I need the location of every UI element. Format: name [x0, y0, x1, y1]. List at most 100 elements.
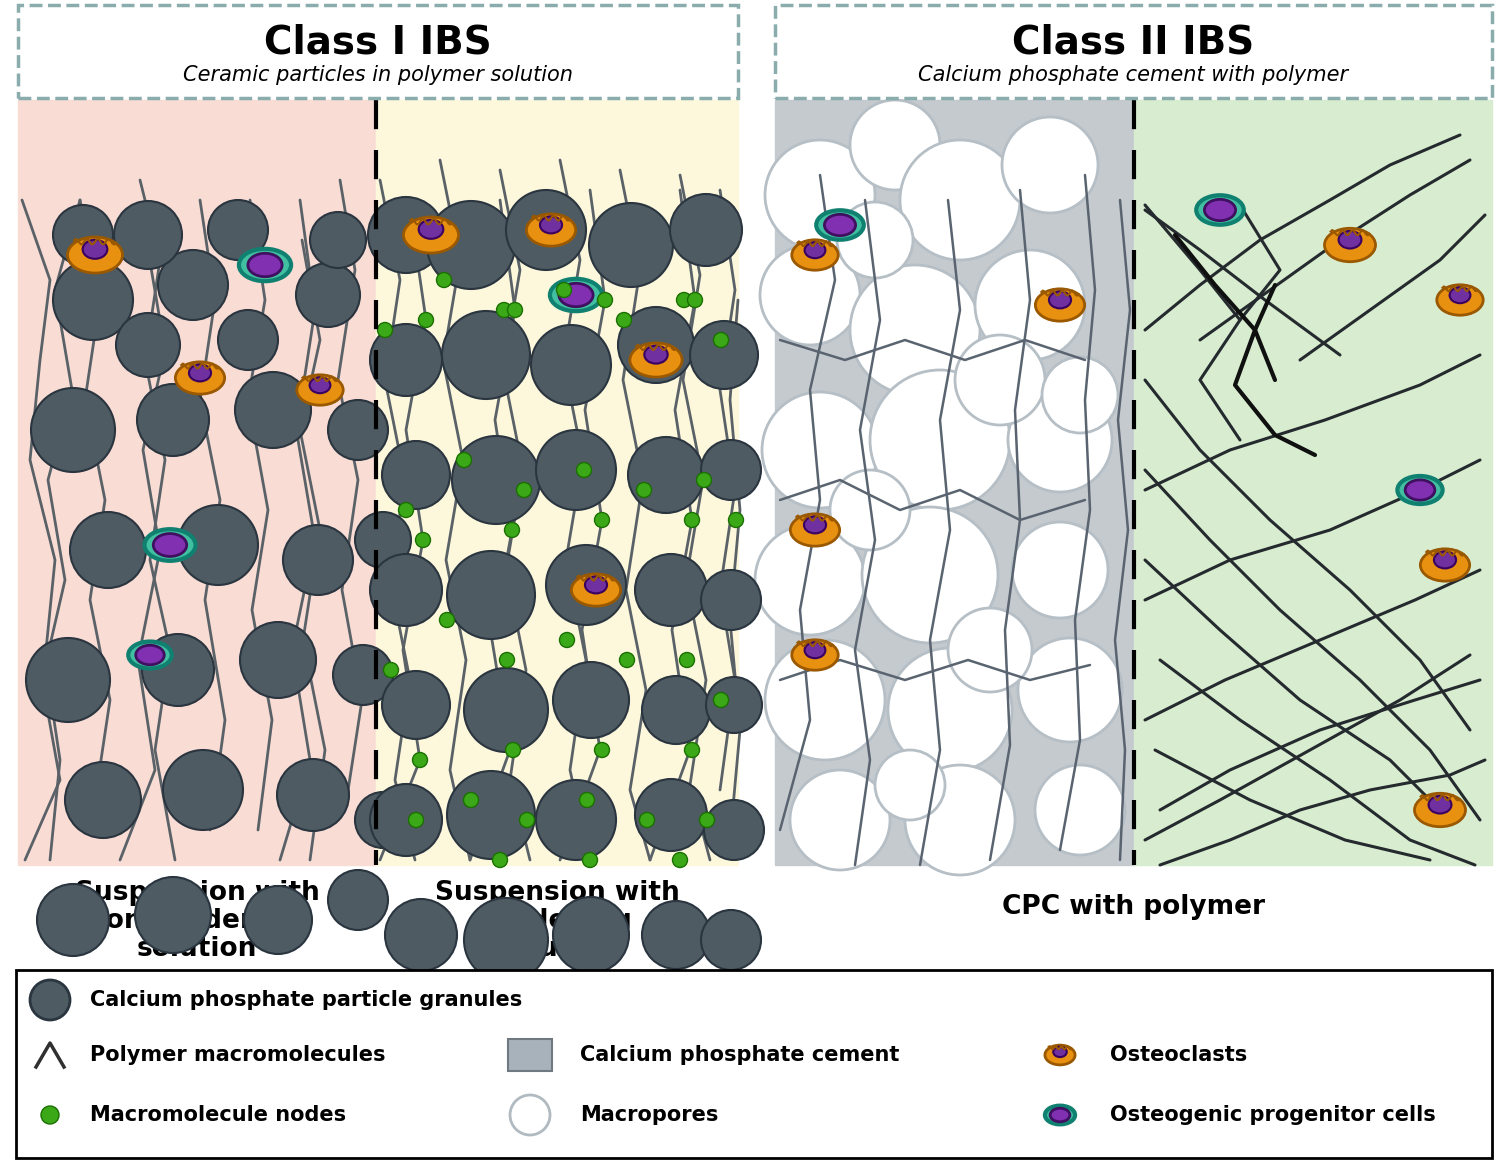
- Ellipse shape: [645, 346, 667, 363]
- Circle shape: [547, 545, 626, 625]
- Circle shape: [38, 884, 108, 955]
- Text: Ceramic particles in polymer solution: Ceramic particles in polymer solution: [184, 65, 572, 85]
- Circle shape: [511, 1096, 550, 1135]
- Circle shape: [517, 482, 532, 498]
- Circle shape: [706, 677, 762, 734]
- Circle shape: [53, 206, 113, 265]
- Ellipse shape: [804, 242, 825, 258]
- Polygon shape: [776, 100, 1134, 865]
- Circle shape: [464, 898, 548, 982]
- Circle shape: [277, 759, 349, 830]
- Circle shape: [700, 910, 761, 969]
- Circle shape: [163, 750, 242, 830]
- Ellipse shape: [1339, 231, 1361, 249]
- Text: Class I IBS: Class I IBS: [264, 23, 492, 61]
- Text: solution: solution: [137, 936, 258, 962]
- Circle shape: [492, 853, 508, 868]
- Circle shape: [208, 200, 268, 260]
- Text: Class II IBS: Class II IBS: [1012, 23, 1254, 61]
- Ellipse shape: [128, 641, 172, 668]
- Ellipse shape: [310, 377, 330, 394]
- Circle shape: [447, 551, 535, 639]
- Circle shape: [370, 784, 441, 856]
- Circle shape: [399, 502, 414, 517]
- Circle shape: [849, 100, 940, 190]
- Ellipse shape: [824, 215, 855, 236]
- Ellipse shape: [1414, 793, 1465, 827]
- Circle shape: [617, 307, 694, 383]
- Circle shape: [1042, 357, 1117, 433]
- Circle shape: [676, 292, 691, 307]
- Circle shape: [861, 507, 998, 644]
- Ellipse shape: [145, 529, 196, 561]
- Circle shape: [114, 201, 182, 269]
- Ellipse shape: [1434, 551, 1456, 569]
- Ellipse shape: [1324, 228, 1375, 262]
- Circle shape: [685, 513, 699, 528]
- Circle shape: [408, 813, 423, 827]
- Circle shape: [386, 899, 456, 971]
- Circle shape: [875, 750, 944, 820]
- Circle shape: [837, 202, 913, 278]
- Circle shape: [642, 901, 709, 969]
- Ellipse shape: [792, 239, 839, 270]
- Ellipse shape: [791, 514, 840, 547]
- Text: solution: solution: [497, 936, 617, 962]
- Text: Suspension with: Suspension with: [435, 880, 679, 906]
- Ellipse shape: [527, 214, 575, 246]
- Circle shape: [729, 513, 744, 528]
- Circle shape: [905, 765, 1015, 875]
- Text: Calcium phosphate cement with polymer: Calcium phosphate cement with polymer: [919, 65, 1348, 85]
- Circle shape: [370, 554, 441, 626]
- Ellipse shape: [239, 249, 291, 281]
- Circle shape: [580, 793, 595, 807]
- Circle shape: [849, 265, 980, 395]
- Ellipse shape: [559, 284, 593, 307]
- Ellipse shape: [154, 534, 187, 556]
- Circle shape: [32, 388, 114, 472]
- Circle shape: [297, 263, 360, 327]
- Circle shape: [244, 887, 312, 954]
- Circle shape: [637, 482, 652, 498]
- Circle shape: [239, 623, 316, 698]
- Circle shape: [116, 313, 181, 377]
- Circle shape: [595, 513, 610, 528]
- Circle shape: [178, 505, 258, 585]
- Circle shape: [595, 743, 610, 758]
- Circle shape: [506, 743, 521, 758]
- Circle shape: [714, 333, 729, 348]
- Circle shape: [589, 203, 673, 287]
- Ellipse shape: [1398, 477, 1443, 505]
- Circle shape: [762, 392, 878, 508]
- Circle shape: [419, 313, 434, 327]
- Circle shape: [367, 197, 444, 273]
- Ellipse shape: [68, 237, 122, 273]
- Circle shape: [437, 272, 452, 287]
- Circle shape: [413, 752, 428, 767]
- Ellipse shape: [297, 375, 343, 405]
- Circle shape: [761, 245, 860, 345]
- Ellipse shape: [188, 364, 211, 382]
- Circle shape: [636, 554, 706, 626]
- Ellipse shape: [175, 362, 224, 394]
- Circle shape: [616, 313, 631, 327]
- Circle shape: [696, 473, 711, 487]
- Circle shape: [700, 570, 761, 630]
- Circle shape: [1008, 388, 1111, 492]
- Ellipse shape: [1045, 1106, 1075, 1125]
- Circle shape: [26, 638, 110, 722]
- Circle shape: [370, 324, 441, 396]
- Ellipse shape: [792, 640, 839, 670]
- Bar: [18, 5, 738, 98]
- Text: hardening: hardening: [480, 908, 633, 934]
- Bar: [17, 969, 1492, 1157]
- Ellipse shape: [804, 642, 825, 659]
- Circle shape: [440, 612, 455, 627]
- Circle shape: [452, 436, 541, 524]
- Circle shape: [506, 190, 586, 270]
- Circle shape: [416, 533, 431, 548]
- Circle shape: [53, 260, 133, 340]
- Circle shape: [283, 524, 352, 595]
- Circle shape: [619, 653, 634, 667]
- Ellipse shape: [630, 343, 682, 377]
